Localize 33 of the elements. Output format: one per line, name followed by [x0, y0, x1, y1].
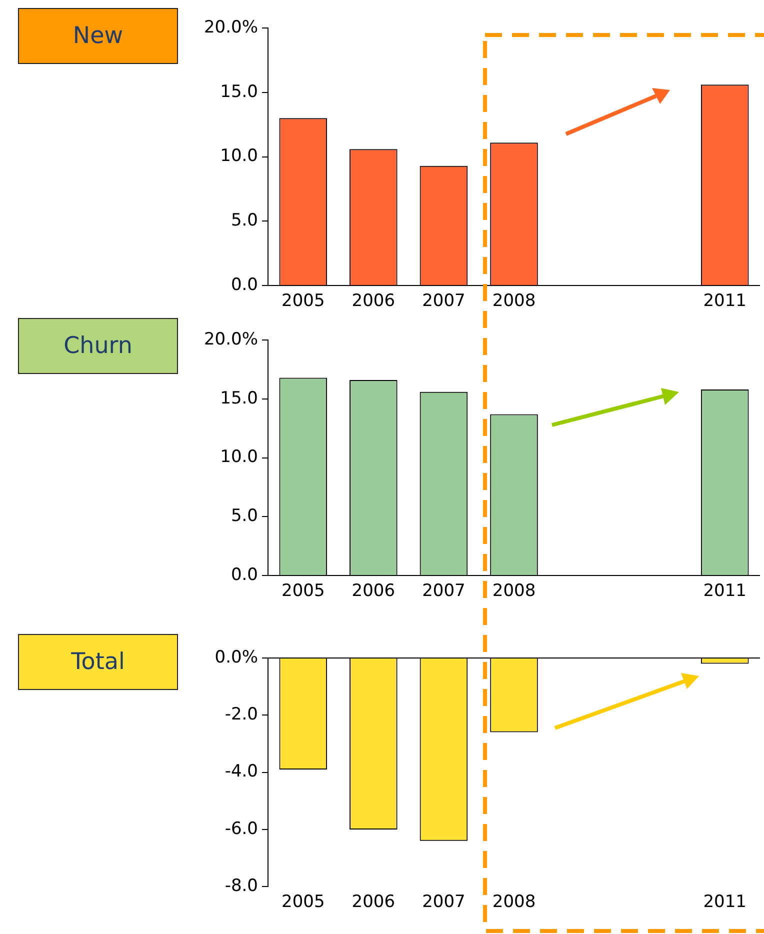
x-tick-label: 2011	[703, 892, 746, 912]
y-tick-label: 10.0	[220, 146, 258, 166]
y-tick-label: 5.0	[230, 210, 258, 231]
x-tick-label: 2007	[422, 581, 466, 602]
y-tick-label: 5.0	[230, 506, 258, 526]
y-tick-label: 20.0%	[204, 17, 258, 38]
y-tick-label: 0.0	[230, 565, 258, 586]
x-tick-label: 2011	[703, 581, 746, 602]
y-tick-label: -2.0	[224, 704, 258, 725]
x-tick-label: 2011	[703, 291, 746, 312]
y-tick-label: 15.0	[220, 82, 258, 102]
x-tick-label: 2008	[492, 291, 536, 312]
y-tick-label: 0.0%	[214, 647, 258, 668]
x-tick-label: 2007	[422, 892, 466, 912]
x-tick-label: 2005	[282, 581, 325, 602]
y-tick-label: 10.0	[220, 447, 258, 468]
y-tick-label: -6.0	[224, 818, 258, 839]
chart-title: Total	[18, 634, 178, 690]
y-tick-label: 15.0	[220, 388, 258, 408]
x-tick-label: 2006	[352, 581, 396, 602]
y-tick-label: -8.0	[224, 876, 258, 896]
chart-title: Churn	[18, 318, 178, 374]
y-tick-label: -4.0	[224, 762, 258, 782]
x-tick-label: 2006	[352, 892, 396, 912]
x-tick-label: 2008	[492, 892, 536, 912]
x-tick-label: 2006	[352, 291, 396, 312]
y-tick-label: 0.0	[230, 275, 258, 296]
y-tick-label: 20.0%	[204, 329, 258, 350]
x-tick-label: 2005	[282, 291, 325, 312]
x-tick-label: 2008	[492, 581, 536, 602]
chart-title: New	[18, 8, 178, 64]
x-tick-label: 2007	[422, 291, 466, 312]
x-tick-label: 2005	[282, 892, 325, 912]
